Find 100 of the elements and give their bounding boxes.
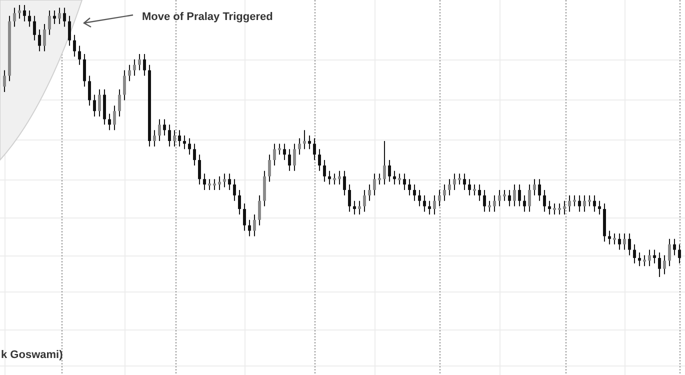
candlestick: [313, 138, 316, 161]
candlestick: [158, 118, 161, 142]
candlestick: [173, 130, 176, 147]
candlestick: [143, 53, 146, 76]
candlestick: [293, 143, 296, 172]
candlestick: [658, 252, 661, 278]
candlestick: [518, 184, 521, 207]
candlestick: [128, 64, 131, 82]
candlestick: [133, 58, 136, 76]
candlestick: [78, 45, 81, 66]
candlestick: [3, 70, 6, 93]
candlestick: [438, 189, 441, 207]
candlestick: [523, 194, 526, 212]
candlestick: [408, 178, 411, 196]
candlestick: [563, 200, 566, 215]
candlestick: [258, 194, 261, 226]
candlestick: [28, 10, 31, 28]
candlestick: [273, 143, 276, 166]
candlestick: [428, 200, 431, 215]
candlestick: [543, 189, 546, 212]
candlestick: [323, 160, 326, 182]
candlestick: [458, 173, 461, 186]
candlestick: [68, 15, 71, 46]
candlestick: [443, 184, 446, 202]
candlestick: [233, 178, 236, 202]
candlestick: [88, 75, 91, 106]
candlestick: [413, 184, 416, 202]
candlestick: [608, 230, 611, 245]
candlestick: [598, 200, 601, 215]
candlestick: [83, 53, 86, 88]
candlestick: [38, 28, 41, 52]
candlestick: [623, 232, 626, 250]
candlestick: [478, 184, 481, 202]
candlestick: [393, 170, 396, 186]
candlestick: [243, 203, 246, 232]
candlestick: [463, 173, 466, 190]
candlestick: [18, 4, 21, 20]
candlestick: [378, 173, 381, 186]
candlestick: [668, 238, 671, 267]
candlestick: [568, 194, 571, 212]
candlestick: [448, 178, 451, 196]
candlestick: [643, 254, 646, 267]
candlestick: [513, 184, 516, 207]
candlestick: [418, 189, 421, 207]
candlestick: [618, 232, 621, 250]
candlestick: [183, 135, 186, 150]
candlestick: [163, 118, 166, 136]
candlestick: [93, 94, 96, 118]
candlestick: [628, 232, 631, 256]
candlestick: [113, 105, 116, 131]
candlestick: [338, 170, 341, 186]
candlestick: [353, 200, 356, 215]
candlestick: [528, 184, 531, 212]
candlestick: [648, 249, 651, 267]
candlestick: [633, 244, 636, 264]
candlestick: [308, 135, 311, 150]
candlestick: [223, 173, 226, 188]
candlestick: [298, 138, 301, 156]
candlestick: [583, 194, 586, 212]
candlestick: [23, 4, 26, 22]
candlestick: [138, 53, 141, 71]
candlestick: [653, 249, 656, 264]
candlestick: [403, 173, 406, 190]
candlestick: [368, 184, 371, 202]
candlestick: [388, 160, 391, 182]
candlestick: [498, 189, 501, 207]
annotation: Move of Pralay Triggered: [142, 11, 273, 23]
candlestick: [118, 88, 121, 118]
candlestick: [178, 130, 181, 147]
candlestick: [358, 200, 361, 215]
candlestick: [398, 173, 401, 186]
candlestick: [483, 189, 486, 212]
candlestick: [678, 244, 681, 264]
candlestick: [188, 138, 191, 156]
candlestick: [53, 10, 56, 25]
candlestick: [503, 189, 506, 202]
candlestick: [253, 214, 256, 237]
candlestick: [238, 189, 241, 215]
candlestick: [343, 170, 346, 196]
candlestick: [98, 88, 101, 118]
candlestick: [328, 170, 331, 186]
candlestick: [58, 7, 61, 25]
candlestick: [208, 178, 211, 190]
candlestick: [468, 178, 471, 196]
candlestick: [268, 154, 271, 182]
candlestick: [548, 200, 551, 215]
candlestick: [493, 194, 496, 212]
candlestick: [423, 194, 426, 212]
candlestick: [363, 189, 366, 212]
candlestick: [348, 184, 351, 212]
candlestick: [248, 219, 251, 237]
candlestick: [198, 154, 201, 186]
candlestick: [283, 143, 286, 161]
candlestick: [433, 194, 436, 215]
candlestick: [43, 24, 46, 52]
candlestick: [533, 178, 536, 196]
candlestick: [33, 15, 36, 41]
candlestick: [278, 143, 281, 156]
candlestick: [473, 184, 476, 196]
text: k Goswami): [1, 349, 64, 361]
